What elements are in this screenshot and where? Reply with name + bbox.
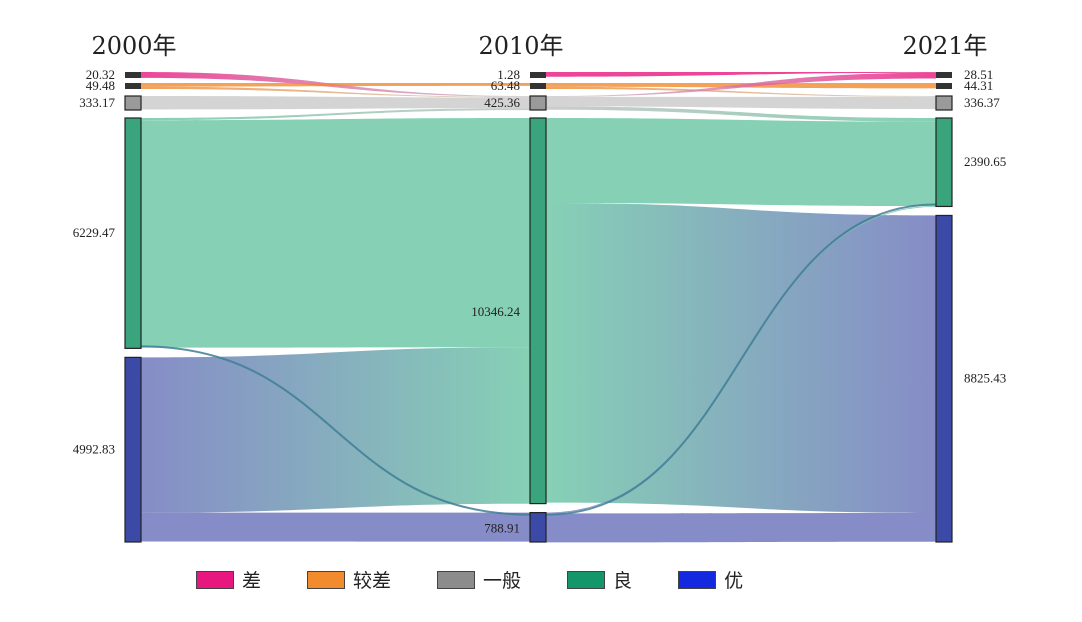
node-value-label-1-一般: 425.36: [484, 95, 520, 110]
legend-item-you: 优: [678, 566, 743, 593]
legend-label-cha: 差: [242, 570, 262, 592]
node-2-差: [936, 72, 952, 78]
node-2-较差: [936, 83, 952, 89]
node-value-label-2-良: 2390.65: [964, 154, 1006, 169]
legend-swatch-cha: [196, 570, 234, 589]
node-2-优: [935, 214, 953, 543]
link-0-较差-较差: [141, 83, 530, 87]
node-1-一般: [529, 95, 547, 111]
node-value-label-0-一般: 333.17: [79, 95, 115, 110]
legend-label-yiban: 一般: [483, 570, 522, 592]
node-2-一般: [935, 95, 953, 111]
legend-item-jiaocha: 较差: [307, 566, 391, 593]
node-0-较差: [125, 83, 141, 89]
link-1-一般-一般: [546, 96, 936, 110]
node-value-label-0-较差: 49.48: [86, 78, 115, 93]
node-1-较差: [530, 83, 546, 89]
link-curve-liang-you: [140, 345, 531, 516]
legend-label-liang: 良: [613, 570, 633, 592]
link-0-较差-一般: [141, 86, 530, 98]
node-value-label-1-较差: 63.48: [491, 78, 520, 93]
year-label-2021: 2021年: [902, 32, 987, 60]
year-label-2010: 2010年: [478, 32, 563, 60]
year-label-2000: 2000年: [91, 32, 176, 60]
link-1-优-优: [546, 512, 936, 543]
legend-swatch-you: [678, 570, 717, 589]
legend-swatch-liang: [567, 570, 606, 589]
legend-item-yiban: 一般: [437, 566, 521, 593]
node-value-label-2-一般: 336.37: [964, 95, 1000, 110]
legend-swatch-jiaocha: [307, 570, 346, 589]
node-2-良: [935, 117, 953, 208]
legend-swatch-yiban: [437, 570, 476, 589]
link-0-一般-一般: [141, 96, 530, 110]
node-value-label-2-优: 8825.43: [964, 371, 1006, 386]
node-value-label-1-良: 10346.24: [471, 304, 520, 319]
node-1-优: [529, 511, 547, 543]
link-0-良-良: [141, 118, 530, 348]
node-value-label-0-良: 6229.47: [73, 225, 116, 240]
link-1-一般-良: [546, 106, 936, 122]
node-1-良: [529, 117, 547, 505]
node-value-label-2-较差: 44.31: [964, 78, 993, 93]
links-layer: [140, 72, 937, 543]
node-0-一般: [124, 95, 142, 111]
node-value-label-2-差: 28.51: [964, 67, 993, 82]
legend-label-you: 优: [724, 570, 744, 592]
node-value-label-1-差: 1.28: [497, 67, 520, 82]
node-value-label-0-差: 20.32: [86, 67, 115, 82]
legend-label-jiaocha: 较差: [353, 570, 392, 592]
legend: 差 较差 一般 良 优: [196, 566, 789, 593]
legend-item-liang: 良: [567, 566, 632, 593]
node-1-差: [530, 72, 546, 78]
node-value-label-1-优: 788.91: [484, 520, 520, 535]
link-0-良-一般: [141, 108, 530, 121]
node-value-label-0-优: 4992.83: [73, 442, 115, 457]
node-0-差: [125, 72, 141, 78]
node-0-优: [124, 356, 142, 543]
link-1-良-良: [546, 118, 936, 207]
link-1-较差-一般: [546, 86, 936, 97]
link-0-优-优: [141, 512, 530, 542]
link-curve-you-liang: [545, 203, 937, 516]
legend-item-cha: 差: [196, 566, 261, 593]
link-1-一般-差: [546, 72, 936, 97]
node-0-良: [124, 117, 142, 349]
nodes-layer: [124, 72, 953, 543]
link-1-差-差: [546, 72, 936, 77]
